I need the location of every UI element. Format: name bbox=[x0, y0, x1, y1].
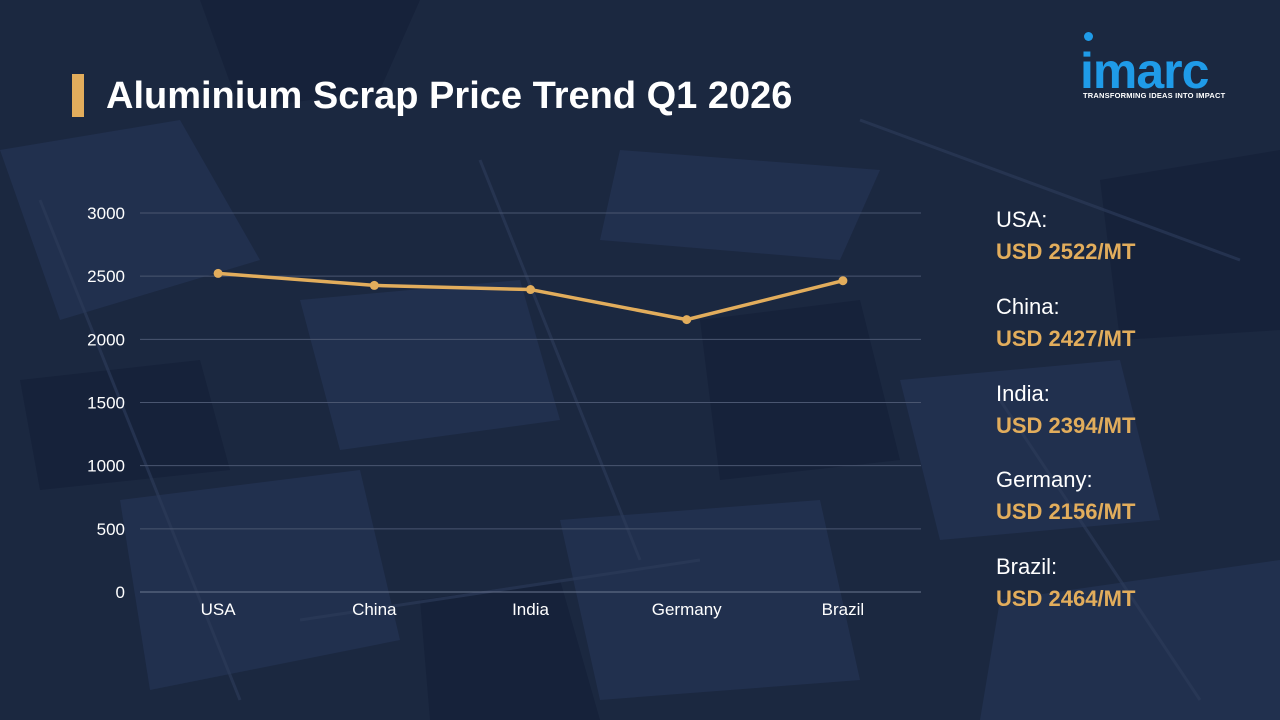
legend-country-label: China: bbox=[996, 293, 1060, 319]
y-tick-label: 2000 bbox=[87, 330, 125, 349]
legend-country-label: India: bbox=[996, 380, 1050, 406]
data-point bbox=[838, 276, 848, 286]
x-tick-label: USA bbox=[201, 600, 237, 619]
price-line-chart: 0 500 1000 1500 2000 2500 3000 USA China India Ger… bbox=[87, 204, 921, 619]
title-accent-bar bbox=[72, 74, 84, 117]
legend-item-usa: USA: USD 2522/MT bbox=[996, 203, 1256, 290]
legend-country-label: USA: bbox=[996, 207, 1048, 232]
x-tick-label: India bbox=[512, 600, 549, 619]
legend-price-value: USD 2427/MT bbox=[996, 325, 1136, 351]
legend-item-germany: Germany: USD 2156/MT bbox=[996, 463, 1256, 550]
page-title: Aluminium Scrap Price Trend Q1 2026 bbox=[106, 75, 793, 117]
y-tick-label: 500 bbox=[97, 520, 125, 539]
legend-item-india: India: USD 2394/MT bbox=[996, 377, 1256, 464]
legend-item-china: China: USD 2427/MT bbox=[996, 290, 1256, 377]
x-tick-label: Germany bbox=[652, 600, 722, 619]
price-legend: USA: USD 2522/MT China: USD 2427/MT Indi… bbox=[996, 203, 1256, 637]
data-point bbox=[526, 285, 535, 295]
data-point bbox=[213, 268, 223, 278]
logo-dot bbox=[1084, 32, 1093, 41]
legend-price-value: USD 2394/MT bbox=[996, 412, 1136, 438]
legend-item-brazil: Brazil: USD 2464/MT bbox=[996, 550, 1256, 637]
legend-country-label: Brazil: bbox=[996, 554, 1058, 580]
x-tick-label: China bbox=[352, 600, 397, 619]
y-tick-label: 0 bbox=[116, 583, 125, 602]
data-point bbox=[369, 280, 379, 290]
legend-price-value: USD 2522/MT bbox=[996, 239, 1136, 264]
series-line bbox=[216, 271, 845, 322]
data-point bbox=[682, 315, 692, 325]
legend-price-value: USD 2156/MT bbox=[996, 499, 1136, 525]
y-tick-label: 2500 bbox=[87, 267, 125, 286]
x-tick-label: Brazil bbox=[822, 600, 865, 619]
logo-wordmark: imarc bbox=[1080, 43, 1209, 99]
legend-country-label: Germany: bbox=[996, 467, 1093, 493]
imarc-logo: imarc TRANSFORMING IDEAS INTO IMPACT bbox=[1080, 30, 1250, 106]
y-tick-label: 3000 bbox=[87, 204, 125, 223]
legend-price-value: USD 2464/MT bbox=[996, 586, 1136, 612]
y-tick-label: 1000 bbox=[87, 457, 125, 476]
y-tick-label: 1500 bbox=[87, 394, 125, 413]
logo-tagline: TRANSFORMING IDEAS INTO IMPACT bbox=[1083, 91, 1226, 100]
